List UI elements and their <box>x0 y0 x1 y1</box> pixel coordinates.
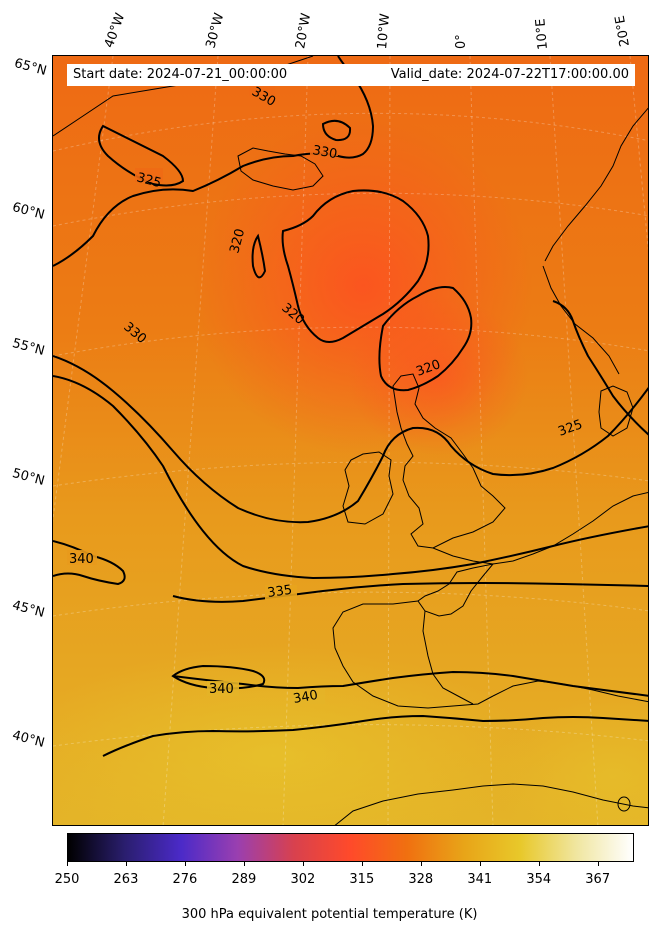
colorbar-tick-label: 341 <box>467 872 493 887</box>
coast-iceland <box>237 147 324 191</box>
coast-iberia <box>332 600 494 709</box>
lon-label-20e: 20°E <box>612 14 633 48</box>
colorbar-tick-label: 289 <box>231 872 257 887</box>
warm-region-south <box>53 646 533 825</box>
coast-africa <box>334 783 648 825</box>
colorbar-tick-label: 315 <box>349 872 375 887</box>
contour-335 <box>53 375 648 580</box>
lon-label-10w: 10°W <box>375 12 394 50</box>
colorbar <box>67 833 634 862</box>
lon-label-10e: 10°E <box>533 17 551 51</box>
colorbar-tick-label: 276 <box>172 872 198 887</box>
contours <box>53 56 648 757</box>
contour-325-uk <box>378 286 473 392</box>
coast-france <box>417 563 495 617</box>
lat-label-50n: 50°N <box>10 466 47 489</box>
lat-label-55n: 55°N <box>10 336 47 359</box>
start-date-text: Start date: 2024-07-21_00:00:00 <box>73 67 288 82</box>
contour-330-north <box>53 56 375 267</box>
colorbar-tickmark <box>420 862 422 866</box>
lon-label-20w: 20°W <box>293 12 315 51</box>
colorbar-tick-label: 302 <box>290 872 316 887</box>
coast-scandinavia <box>544 107 648 262</box>
valid-date-text: Valid_date: 2024-07-22T17:00:00.00 <box>390 67 629 82</box>
colorbar-tick-label: 354 <box>526 872 552 887</box>
colorbar-tickmark <box>361 862 363 866</box>
contour-320-main <box>281 189 430 343</box>
map-canvas: 330 330 325 320 320 330 320 325 340 335 … <box>53 56 648 825</box>
contour-325-east <box>552 300 648 436</box>
lon-label-0: 0° <box>454 34 469 49</box>
contour-label-335: 335 <box>266 583 293 601</box>
contour-label-320-a: 320 <box>227 227 248 255</box>
coast-great-britain <box>392 373 506 549</box>
colorbar-tickmark <box>538 862 540 866</box>
colorbar-tick-label: 367 <box>585 872 611 887</box>
coast-ireland <box>342 451 394 525</box>
colorbar-tick-label: 263 <box>113 872 139 887</box>
colorbar-tick-label: 250 <box>54 872 80 887</box>
contour-label-340-b: 340 <box>209 682 234 697</box>
contour-320-north <box>251 233 267 279</box>
lat-label-45n: 45°N <box>10 598 47 621</box>
contour-label-330-b: 330 <box>311 143 338 162</box>
contour-325-west <box>98 124 185 187</box>
coast-island-corsica <box>617 796 631 812</box>
lon-label-30w: 30°W <box>203 11 228 50</box>
colorbar-tickmark <box>302 862 304 866</box>
lat-label-40n: 40°N <box>10 728 47 751</box>
contour-330-loop <box>321 119 352 142</box>
colorbar-tickmark <box>597 862 599 866</box>
contour-335-south <box>172 581 648 603</box>
colorbar-tick-label: 328 <box>408 872 434 887</box>
contour-325-main <box>53 355 648 524</box>
lon-label-40w: 40°W <box>101 11 129 50</box>
colorbar-tickmark <box>184 862 186 866</box>
map-panel: 330 330 325 320 320 330 320 325 340 335 … <box>52 55 649 826</box>
coast-europe <box>432 491 648 565</box>
contour-label-340-c: 340 <box>292 688 319 707</box>
colorbar-tickmark <box>67 862 68 866</box>
colorbar-tickmark <box>479 862 481 866</box>
colorbar-tickmark <box>125 862 127 866</box>
coast-denmark <box>598 385 634 437</box>
lat-label-65n: 65°N <box>12 56 49 79</box>
colorbar-tickmark <box>243 862 245 866</box>
contour-340-bottom <box>102 714 648 757</box>
contour-label-325-a: 325 <box>135 170 163 191</box>
contour-label-340-a: 340 <box>69 552 94 567</box>
warm-region-southeast <box>493 696 648 825</box>
lat-label-60n: 60°N <box>10 200 47 223</box>
date-info-box: Start date: 2024-07-21_00:00:00 Valid_da… <box>67 64 635 86</box>
colorbar-label: 300 hPa equivalent potential temperature… <box>181 907 478 922</box>
